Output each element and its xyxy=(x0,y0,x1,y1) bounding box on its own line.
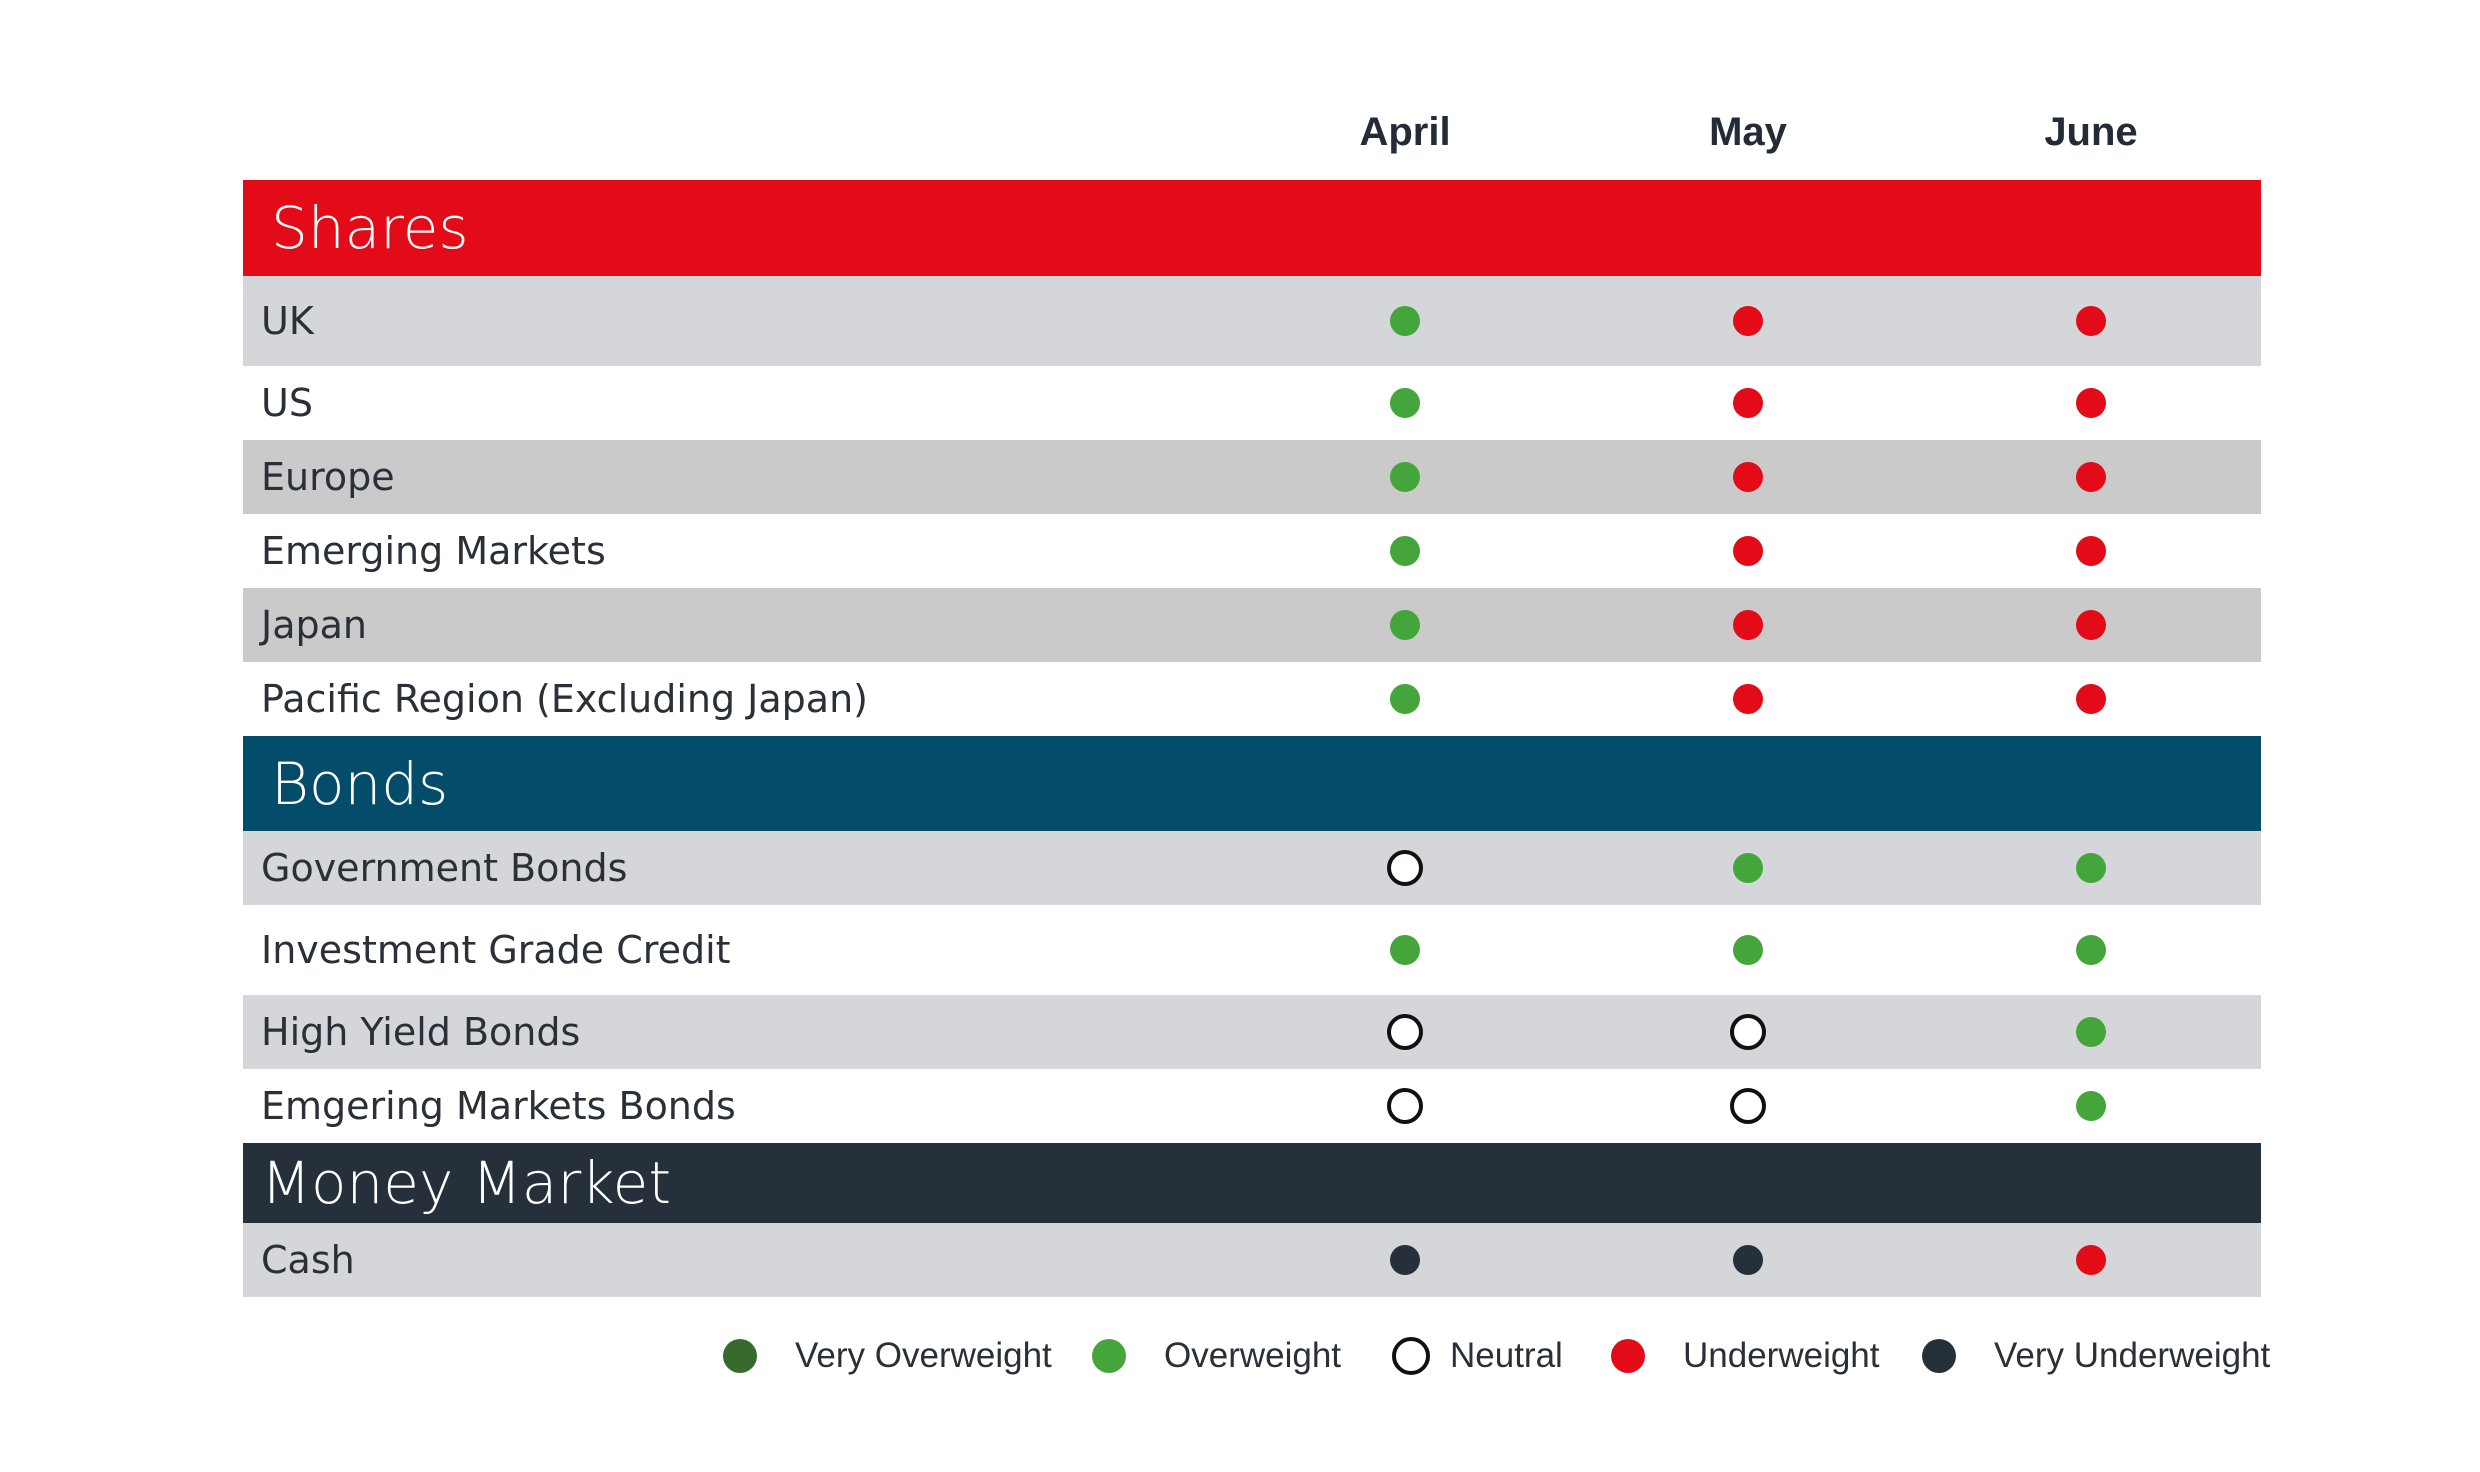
section-title: Shares xyxy=(271,194,469,262)
rating-dot-overweight-june xyxy=(2076,935,2106,965)
rating-dot-neutral-may xyxy=(1730,1088,1766,1124)
rating-dot-overweight-april xyxy=(1390,935,1420,965)
rating-dot-overweight-april xyxy=(1390,388,1420,418)
rating-dot-underweight-june xyxy=(2076,610,2106,640)
rating-dot-underweight-june xyxy=(2076,306,2106,336)
column-header-june: June xyxy=(2044,110,2138,154)
rating-dot-overweight-april xyxy=(1390,610,1420,640)
rating-dot-underweight-may xyxy=(1733,610,1763,640)
legend-label: Underweight xyxy=(1683,1336,1880,1375)
row-label: Pacific Region (Excluding Japan) xyxy=(261,677,868,721)
row-label: High Yield Bonds xyxy=(261,1010,581,1054)
row-label: Investment Grade Credit xyxy=(261,928,731,972)
table-row: Emerging Markets xyxy=(243,514,2261,588)
row-label: Cash xyxy=(261,1238,355,1282)
legend: Very Overweight Overweight Neutral Underwei… xyxy=(0,1322,2480,1390)
table-row: Pacific Region (Excluding Japan) xyxy=(243,662,2261,736)
rating-dot-overweight-april xyxy=(1390,462,1420,492)
row-label: Japan xyxy=(261,603,367,647)
legend-dot xyxy=(1092,1339,1126,1373)
column-header-april: April xyxy=(1359,110,1451,154)
rating-dot-overweight-may xyxy=(1733,935,1763,965)
rating-dot-underweight-june xyxy=(2076,388,2106,418)
rating-dot-neutral-may xyxy=(1730,1014,1766,1050)
table-row: Cash xyxy=(243,1223,2261,1297)
rating-dot-underweight-june xyxy=(2076,684,2106,714)
rating-dot-underweight-may xyxy=(1733,388,1763,418)
table-row: Emgering Markets Bonds xyxy=(243,1069,2261,1143)
section-header-shares: Shares xyxy=(243,180,2261,276)
table-row: Europe xyxy=(243,440,2261,514)
table-row: Japan xyxy=(243,588,2261,662)
row-label: UK xyxy=(261,299,314,343)
rating-dot-neutral-april xyxy=(1387,850,1423,886)
rating-dot-underweight-may xyxy=(1733,536,1763,566)
rating-dot-overweight-april xyxy=(1390,536,1420,566)
table-row: UK xyxy=(243,276,2261,366)
allocation-table: April May June Shares UK US Europe Emerging … xyxy=(243,100,2261,1297)
legend-dot xyxy=(1922,1339,1956,1373)
section-title: Money Market xyxy=(261,1149,672,1217)
rating-dot-overweight-april xyxy=(1390,306,1420,336)
table-row: US xyxy=(243,366,2261,440)
rating-dot-underweight-june xyxy=(2076,1245,2106,1275)
legend-label: Neutral xyxy=(1450,1336,1563,1375)
row-label: Government Bonds xyxy=(261,846,628,890)
table-row: Government Bonds xyxy=(243,831,2261,905)
row-label: Emgering Markets Bonds xyxy=(261,1084,736,1128)
legend-dot xyxy=(1611,1339,1645,1373)
rating-dot-underweight-may xyxy=(1733,462,1763,492)
legend-label: Overweight xyxy=(1164,1336,1342,1375)
legend-dot xyxy=(1392,1337,1430,1375)
section-title: Bonds xyxy=(271,749,449,818)
row-label: Europe xyxy=(261,455,395,499)
rating-dot-very-underweight-may xyxy=(1733,1245,1763,1275)
rating-dot-underweight-may xyxy=(1733,306,1763,336)
section-header-money-market: Money Market xyxy=(243,1143,2261,1223)
rating-dot-overweight-june xyxy=(2076,1017,2106,1047)
rating-dot-underweight-june xyxy=(2076,536,2106,566)
table-row: High Yield Bonds xyxy=(243,995,2261,1069)
rating-dot-overweight-may xyxy=(1733,853,1763,883)
rating-dot-underweight-june xyxy=(2076,462,2106,492)
month-header-row: April May June xyxy=(243,100,2261,180)
table-row: Investment Grade Credit xyxy=(243,905,2261,995)
legend-dot xyxy=(723,1339,757,1373)
rating-dot-overweight-june xyxy=(2076,853,2106,883)
row-label: US xyxy=(261,381,313,425)
rating-dot-overweight-april xyxy=(1390,684,1420,714)
rating-dot-underweight-may xyxy=(1733,684,1763,714)
rating-dot-very-underweight-april xyxy=(1390,1245,1420,1275)
rating-dot-overweight-june xyxy=(2076,1091,2106,1121)
section-header-bonds: Bonds xyxy=(243,736,2261,831)
sections-container: Shares UK US Europe Emerging Markets Japan Pac… xyxy=(243,180,2261,1297)
rating-dot-neutral-april xyxy=(1387,1014,1423,1050)
row-label: Emerging Markets xyxy=(261,529,606,573)
legend-label: Very Underweight xyxy=(1994,1336,2271,1375)
column-header-may: May xyxy=(1709,110,1787,154)
legend-label: Very Overweight xyxy=(795,1336,1052,1375)
rating-dot-neutral-april xyxy=(1387,1088,1423,1124)
